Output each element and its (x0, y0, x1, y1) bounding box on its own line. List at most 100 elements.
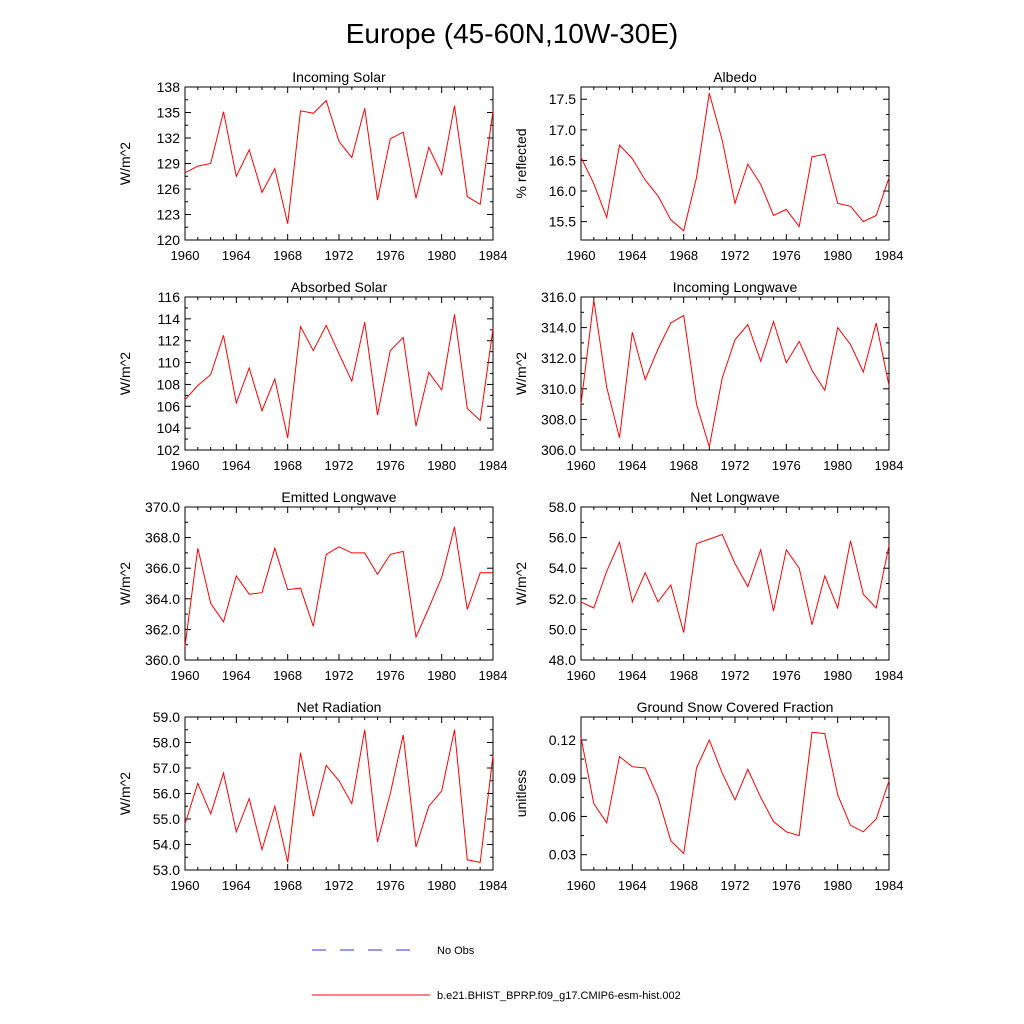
x-tick-label: 1976 (376, 248, 405, 263)
panel-title: Ground Snow Covered Fraction (637, 699, 834, 715)
panel-absorbed-solar: Absorbed Solar W/m^2 1960 1964 1968 1972 1976 1… (117, 279, 507, 473)
y-tick-label: 59.0 (153, 709, 180, 725)
x-tick-label: 1976 (376, 668, 405, 683)
panel-title: Net Radiation (297, 699, 382, 715)
legend-model-label: b.e21.BHIST_BPRP.f09_g17.CMIP6-esm-hist.… (437, 990, 681, 1002)
x-tick-label: 1972 (721, 248, 750, 263)
y-tick-label: 15.5 (549, 214, 576, 230)
x-tick-label: 1984 (479, 248, 508, 263)
x-tick-label: 1972 (325, 878, 354, 893)
y-tick-label: 17.0 (549, 122, 576, 138)
x-tick-label: 1972 (325, 248, 354, 263)
panel-title: Incoming Solar (292, 69, 386, 85)
x-tick-label: 1960 (567, 878, 596, 893)
x-tick-label: 1976 (772, 248, 801, 263)
x-tick-label: 1964 (222, 458, 251, 473)
y-tick-label: 54.0 (153, 837, 180, 853)
plot-frame (580, 86, 890, 241)
panel-incoming-longwave: Incoming Longwave W/m^2 1960 1964 1968 1972 19… (513, 279, 903, 473)
panel-title: Absorbed Solar (291, 279, 388, 295)
y-tick-label: 370.0 (145, 499, 180, 515)
x-tick-label: 1964 (618, 668, 647, 683)
y-axis-label: W/m^2 (117, 562, 133, 605)
x-tick-label: 1960 (567, 458, 596, 473)
y-tick-label: 104 (157, 420, 181, 436)
x-tick-label: 1972 (325, 668, 354, 683)
x-tick-label: 1976 (772, 878, 801, 893)
x-tick-label: 1984 (479, 668, 508, 683)
x-tick-label: 1980 (823, 458, 852, 473)
x-tick-label: 1972 (721, 458, 750, 473)
y-tick-label: 54.0 (549, 560, 576, 576)
y-tick-label: 306.0 (541, 442, 576, 458)
y-tick-label: 364.0 (145, 591, 180, 607)
y-tick-label: 112 (158, 333, 181, 349)
x-tick-label: 1964 (618, 248, 647, 263)
y-tick-label: 58.0 (549, 499, 576, 515)
panels: Incoming Solar W/m^2 1960 1964 1968 1972 1976 1… (117, 69, 903, 893)
series-line (184, 526, 493, 647)
y-axis-label: W/m^2 (117, 772, 133, 815)
y-tick-label: 312.0 (541, 350, 576, 366)
y-axis-label: W/m^2 (513, 562, 529, 605)
panel-net-longwave: Net Longwave W/m^2 1960 1964 1968 1972 1976 198… (513, 489, 903, 683)
x-tick-label: 1964 (222, 248, 251, 263)
plot-frame (184, 506, 494, 661)
y-tick-label: 58.0 (153, 735, 180, 751)
series-line (580, 92, 890, 232)
y-tick-label: 16.5 (549, 152, 576, 168)
x-tick-label: 1980 (823, 248, 852, 263)
x-tick-label: 1968 (669, 878, 698, 893)
y-tick-label: 55.0 (153, 811, 180, 827)
x-tick-label: 1984 (875, 668, 904, 683)
y-tick-label: 316.0 (541, 289, 576, 305)
y-tick-label: 366.0 (145, 560, 180, 576)
panel-title: Incoming Longwave (673, 279, 798, 295)
y-tick-label: 126 (157, 181, 181, 197)
x-tick-label: 1984 (875, 458, 904, 473)
x-tick-label: 1976 (376, 878, 405, 893)
legend: No Obs b.e21.BHIST_BPRP.f09_g17.CMIP6-es… (312, 945, 681, 1002)
x-tick-label: 1972 (721, 668, 750, 683)
x-tick-label: 1960 (171, 668, 200, 683)
x-tick-label: 1968 (273, 458, 302, 473)
y-tick-label: 48.0 (549, 652, 576, 668)
y-tick-label: 123 (157, 207, 181, 223)
series-line (580, 533, 890, 633)
y-tick-label: 135 (157, 105, 181, 121)
x-tick-label: 1976 (772, 458, 801, 473)
x-tick-label: 1968 (273, 248, 302, 263)
x-tick-label: 1964 (222, 668, 251, 683)
y-tick-label: 308.0 (541, 411, 576, 427)
y-tick-label: 17.5 (549, 91, 576, 107)
y-tick-label: 102 (157, 442, 181, 458)
plot-frame (184, 716, 494, 871)
y-tick-label: 360.0 (145, 652, 180, 668)
y-tick-label: 106 (157, 398, 181, 414)
x-tick-label: 1972 (721, 878, 750, 893)
x-tick-label: 1984 (875, 878, 904, 893)
y-tick-label: 52.0 (549, 591, 576, 607)
panel-emitted-longwave: Emitted Longwave W/m^2 1960 1964 1968 1972 197… (117, 489, 507, 683)
y-axis-label: W/m^2 (117, 142, 133, 185)
x-tick-label: 1960 (171, 248, 200, 263)
y-tick-label: 56.0 (549, 530, 576, 546)
x-tick-label: 1960 (171, 878, 200, 893)
x-tick-label: 1960 (171, 458, 200, 473)
x-tick-label: 1980 (427, 878, 456, 893)
x-tick-label: 1968 (273, 878, 302, 893)
x-tick-label: 1984 (479, 458, 508, 473)
plot-frame (184, 86, 494, 241)
x-tick-label: 1964 (618, 458, 647, 473)
panel-incoming-solar: Incoming Solar W/m^2 1960 1964 1968 1972 1976 1… (117, 69, 507, 263)
panel-albedo: Albedo % reflected 1960 1964 1968 1972 1976 198… (513, 69, 903, 263)
y-tick-label: 114 (158, 311, 181, 327)
y-tick-label: 314.0 (541, 320, 576, 336)
y-axis-label: W/m^2 (117, 352, 133, 395)
y-tick-label: 362.0 (145, 621, 180, 637)
x-tick-label: 1980 (427, 248, 456, 263)
panel-net-radiation: Net Radiation W/m^2 1960 1964 1968 1972 1976 19… (117, 699, 507, 893)
x-tick-label: 1968 (669, 458, 698, 473)
y-axis-label: W/m^2 (513, 352, 529, 395)
